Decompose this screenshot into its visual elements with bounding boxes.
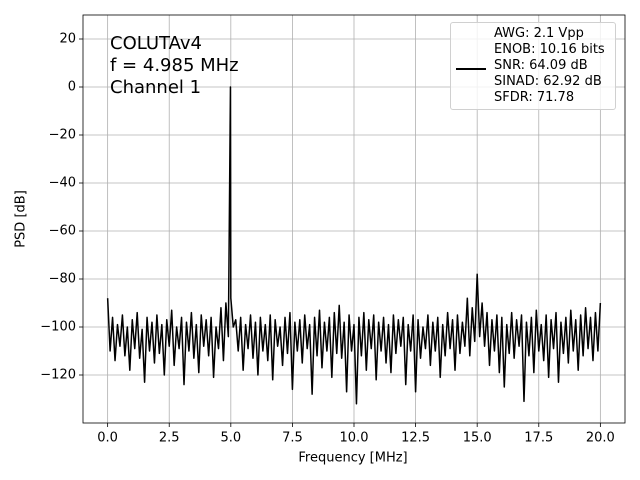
y-tick-label: 20 <box>59 32 76 47</box>
axes-frame <box>82 14 626 424</box>
legend-label: AWG: 2.1 Vpp ENOB: 10.16 bits SNR: 64.09… <box>494 26 605 105</box>
annotation: Channel 1 <box>110 77 201 98</box>
legend: AWG: 2.1 Vpp ENOB: 10.16 bits SNR: 64.09… <box>450 22 616 110</box>
x-tick-label: 15.0 <box>463 431 492 446</box>
x-tick-label: 12.5 <box>401 431 430 446</box>
legend-handle <box>456 68 486 70</box>
x-tick-label: 0.0 <box>97 431 118 446</box>
y-tick-label: −40 <box>49 176 76 191</box>
x-tick-label: 17.5 <box>524 431 553 446</box>
x-tick-label: 2.5 <box>159 431 180 446</box>
x-tick-label: 10.0 <box>340 431 369 446</box>
annotation: COLUTAv4 <box>110 33 202 54</box>
x-tick-label: 20.0 <box>586 431 615 446</box>
x-tick-label: 7.5 <box>282 431 303 446</box>
y-tick-label: −80 <box>49 272 76 287</box>
y-tick-label: −20 <box>49 128 76 143</box>
y-axis-label: PSD [dB] <box>14 190 29 248</box>
y-tick-label: 0 <box>68 80 76 95</box>
data-line <box>106 86 602 405</box>
y-tick-label: −120 <box>40 368 76 383</box>
y-tick-label: −60 <box>49 224 76 239</box>
x-tick-label: 5.0 <box>220 431 241 446</box>
x-axis-label: Frequency [MHz] <box>298 451 407 466</box>
annotation: f = 4.985 MHz <box>110 55 239 76</box>
y-tick-label: −100 <box>40 320 76 335</box>
